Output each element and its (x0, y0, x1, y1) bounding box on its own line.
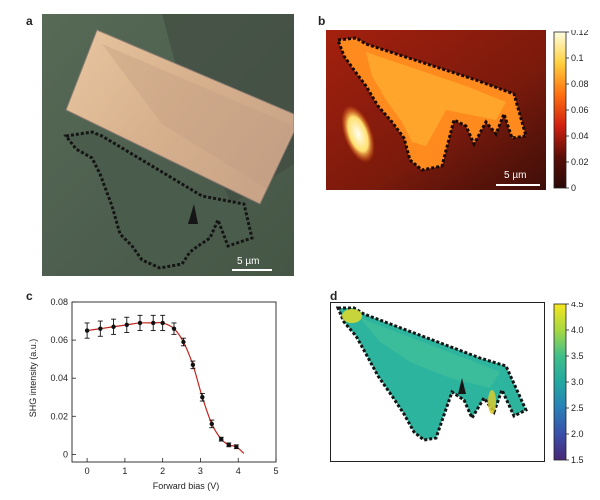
x-tick-label: 1 (122, 466, 127, 476)
colorbar-b-tick-label: 0.06 (571, 105, 589, 115)
data-point (124, 322, 129, 328)
ratio-notch (458, 378, 466, 394)
data-point (84, 328, 90, 333)
ratio-yellow-spot-right (488, 390, 496, 414)
x-tick-label: 5 (273, 466, 278, 476)
colorbar-b-tick-label: 0.12 (571, 30, 589, 37)
colorbar-b-tick-label: 0 (571, 183, 576, 192)
x-tick-label: 2 (160, 466, 165, 476)
data-point (209, 421, 214, 427)
data-point (234, 444, 239, 449)
y-tick-label: 0.08 (50, 297, 68, 307)
scale-bar-b (496, 184, 540, 186)
data-point (98, 326, 103, 331)
colorbar-d-tick-label: 3.5 (571, 351, 584, 361)
colorbar-b-gradient (553, 31, 567, 189)
data-point (171, 326, 177, 331)
colorbar-b-tick-label: 0.04 (571, 131, 589, 141)
colorbar-b-tick-label: 0.08 (571, 79, 589, 89)
colorbar-d-tick-label: 4.5 (571, 302, 584, 309)
colorbar-d-gradient (553, 303, 567, 461)
colorbar-d-tick-label: 2.0 (571, 429, 584, 439)
colorbar-b-tick-label: 0.02 (571, 157, 589, 167)
colorbar-b: 0.12 0.1 0.08 0.06 0.04 0.02 0 (553, 30, 589, 192)
panel-letter-a: a (26, 14, 33, 28)
data-point (190, 362, 196, 368)
panel-a-micrograph: 5 µm (42, 14, 294, 276)
panel-letter-c: c (26, 289, 33, 303)
data-point (226, 442, 231, 448)
monolayer-notch (188, 204, 198, 224)
data-point (151, 320, 156, 326)
x-axis-title: Forward bias (V) (153, 481, 220, 491)
panel-letter-d: d (330, 289, 338, 303)
y-axis-title: SHG intensity (a.u.) (28, 339, 38, 418)
data-point (160, 320, 165, 326)
shg-flake-core (366, 52, 506, 146)
colorbar-d-tick-label: 2.5 (571, 403, 584, 413)
data-point (200, 395, 205, 400)
colorbar-d: 4.5 4.0 3.5 3.0 2.5 2.0 1.5 (553, 302, 584, 464)
scale-bar-label-b: 5 µm (504, 170, 526, 181)
data-point (219, 436, 224, 442)
panel-letter-b: b (318, 14, 326, 28)
data-point (111, 324, 116, 329)
plot-frame (71, 301, 277, 463)
y-tick-label: 0.04 (50, 373, 68, 383)
y-tick-label: 0 (63, 449, 68, 459)
colorbar-d-tick-label: 4.0 (571, 325, 584, 335)
data-point (137, 320, 143, 326)
panel-b-shg-map: 5 µm (326, 30, 546, 190)
data-point (181, 339, 186, 345)
x-tick-label: 0 (85, 466, 90, 476)
panel-c-chart: 0 1 2 3 4 5 0 0.02 0.04 0.06 0.08 Forward bias (V)… (28, 297, 279, 491)
ratio-flake-upper (360, 318, 500, 388)
fit-curve (87, 321, 245, 454)
x-tick-label: 4 (236, 466, 241, 476)
shg-bright-spot (341, 105, 375, 163)
panel-d-ratio-map (330, 302, 545, 462)
y-tick-label: 0.02 (50, 411, 68, 421)
y-tick-label: 0.06 (50, 335, 68, 345)
bright-flake (65, 29, 294, 205)
colorbar-d-tick-label: 3.0 (571, 377, 584, 387)
bright-flake-shade (102, 44, 294, 189)
colorbar-d-tick-label: 1.5 (571, 455, 584, 464)
scale-bar-label-a: 5 µm (237, 256, 259, 267)
x-tick-label: 3 (198, 466, 203, 476)
monolayer-outline (63, 130, 254, 270)
colorbar-b-tick-label: 0.1 (571, 53, 584, 63)
ratio-yellow-spot-top (342, 309, 362, 323)
scale-bar-a (232, 269, 272, 271)
